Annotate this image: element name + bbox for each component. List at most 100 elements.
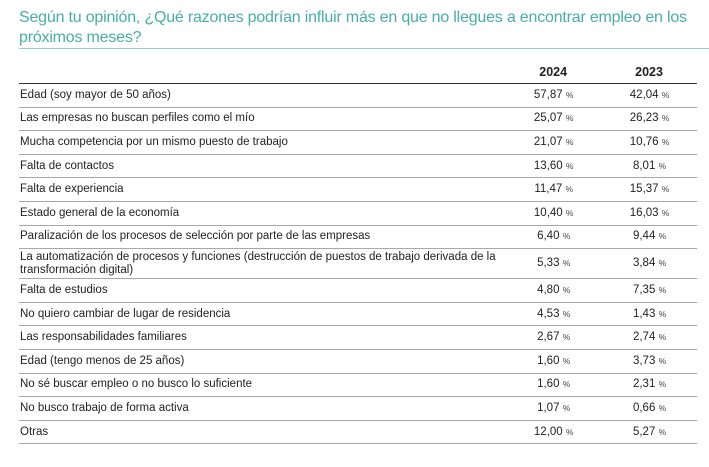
header-2023: 2023 xyxy=(601,61,697,84)
value-2024: 4,80 % xyxy=(505,278,602,303)
percent-sign: % xyxy=(658,258,667,269)
table-row: La automatización de procesos y funcione… xyxy=(19,248,697,280)
percent-sign: % xyxy=(658,160,667,171)
value-2024: 6,40 % xyxy=(505,225,602,250)
value-2024-text: 2,67 xyxy=(537,331,560,344)
value-2023-text: 8,01 xyxy=(632,159,656,172)
percent-sign: % xyxy=(565,89,574,100)
row-label-text: Estado general de la economía xyxy=(20,206,180,219)
value-2024: 1,60 % xyxy=(505,373,602,398)
table-row: Edad (soy mayor de 50 años) 57,87 % 42,04 … xyxy=(19,83,697,108)
row-label: No busco trabajo de forma activa xyxy=(19,396,506,421)
value-2024-text: 4,80 xyxy=(537,283,560,296)
value-2023: 3,73 % xyxy=(601,349,697,374)
value-2024-text: 1,07 xyxy=(537,401,560,414)
value-2024: 25,07 % xyxy=(505,107,602,132)
value-2024: 21,07 % xyxy=(505,130,602,155)
percent-sign: % xyxy=(661,113,670,124)
value-2023-text: 15,37 xyxy=(629,183,659,196)
value-2023: 5,27 % xyxy=(601,420,697,445)
value-2023: 1,43 % xyxy=(601,302,697,327)
value-2023-text: 2,74 xyxy=(632,331,656,344)
value-2024: 2,67 % xyxy=(505,325,602,350)
row-label-text: Falta de estudios xyxy=(20,283,108,296)
value-2024: 5,33 % xyxy=(505,248,602,280)
percent-sign: % xyxy=(658,308,667,319)
row-label: Estado general de la economía xyxy=(19,201,506,226)
row-label: Mucha competencia por un mismo puesto de… xyxy=(19,130,506,155)
value-2023-text: 42,04 xyxy=(629,88,659,101)
percent-sign: % xyxy=(661,89,670,100)
percent-sign: % xyxy=(565,207,574,218)
percent-sign: % xyxy=(565,136,574,147)
value-2024-text: 6,40 xyxy=(537,230,560,243)
value-2023: 0,66 % xyxy=(601,396,697,421)
value-2023: 42,04 % xyxy=(601,83,697,108)
row-label-text: Falta de contactos xyxy=(20,159,114,172)
value-2024-text: 4,53 xyxy=(537,307,560,320)
percent-sign: % xyxy=(562,231,571,242)
value-2024-text: 12,00 xyxy=(533,425,563,438)
percent-sign: % xyxy=(562,258,571,269)
value-2023-text: 2,31 xyxy=(632,378,656,391)
header-row: 2024 2023 xyxy=(19,61,697,84)
percent-sign: % xyxy=(658,355,667,366)
percent-sign: % xyxy=(562,355,571,366)
row-label: No quiero cambiar de lugar de residencia xyxy=(19,302,506,327)
percent-sign: % xyxy=(658,332,667,343)
value-2023-text: 0,66 xyxy=(632,401,656,414)
value-2024: 1,07 % xyxy=(505,396,602,421)
table-row: Las responsabilidades familiares 2,67 % 2,… xyxy=(19,325,697,350)
value-2023: 9,44 % xyxy=(601,225,697,250)
value-2023: 3,84 % xyxy=(601,248,697,280)
percent-sign: % xyxy=(562,379,571,390)
row-label-text: No quiero cambiar de lugar de residencia xyxy=(20,307,231,320)
value-2024-text: 21,07 xyxy=(533,135,563,148)
value-2024: 13,60 % xyxy=(505,154,602,179)
value-2023-text: 10,76 xyxy=(629,135,659,148)
row-label-text: Las empresas no buscan perfiles como el … xyxy=(20,112,255,125)
table-row: Mucha competencia por un mismo puesto de… xyxy=(19,130,697,155)
table-row: Falta de experiencia 11,47 % 15,37 % xyxy=(19,177,697,202)
value-2023-text: 1,43 xyxy=(632,307,656,320)
percent-sign: % xyxy=(661,184,670,195)
percent-sign: % xyxy=(562,332,571,343)
row-label: Las responsabilidades familiares xyxy=(19,325,506,350)
percent-sign: % xyxy=(562,402,571,413)
row-label: Edad (soy mayor de 50 años) xyxy=(19,83,506,108)
row-label: Otras xyxy=(19,420,506,445)
value-2023: 15,37 % xyxy=(601,177,697,202)
value-2023: 2,31 % xyxy=(601,373,697,398)
row-label-text: No sé buscar empleo o no busco lo sufici… xyxy=(20,378,253,391)
page-title: Según tu opinión, ¿Qué razones podrían i… xyxy=(19,9,687,46)
row-label-text: Otras xyxy=(20,425,49,438)
row-label-text: La automatización de procesos y funcione… xyxy=(20,250,496,276)
percent-sign: % xyxy=(661,136,670,147)
row-label-text: Edad (soy mayor de 50 años) xyxy=(20,88,171,101)
value-2024: 12,00 % xyxy=(505,420,602,445)
value-2023-text: 3,73 xyxy=(632,354,656,367)
row-label: Falta de experiencia xyxy=(19,177,506,202)
value-2023-text: 16,03 xyxy=(629,206,659,219)
value-2024: 57,87 % xyxy=(505,83,602,108)
value-2023-text: 9,44 xyxy=(632,230,656,243)
value-2024-text: 5,33 xyxy=(537,257,560,270)
row-label-text: Las responsabilidades familiares xyxy=(20,331,187,344)
row-label: No sé buscar empleo o no busco lo sufici… xyxy=(19,373,506,398)
value-2023: 8,01 % xyxy=(601,154,697,179)
value-2024: 1,60 % xyxy=(505,349,602,374)
value-2023-text: 26,23 xyxy=(629,112,659,125)
percent-sign: % xyxy=(658,379,667,390)
row-label: Las empresas no buscan perfiles como el … xyxy=(19,107,506,132)
row-label: Edad (tengo menos de 25 años) xyxy=(19,349,506,374)
title-divider xyxy=(19,48,709,49)
value-2023: 10,76 % xyxy=(601,130,697,155)
percent-sign: % xyxy=(562,308,571,319)
percent-sign: % xyxy=(661,207,670,218)
value-2023: 2,74 % xyxy=(601,325,697,350)
row-label: Paralización de los procesos de selecció… xyxy=(19,225,506,250)
percent-sign: % xyxy=(565,113,574,124)
percent-sign: % xyxy=(658,284,667,295)
value-2023-text: 5,27 xyxy=(632,425,656,438)
results-table: 2024 2023 Edad (soy mayor de 50 años) 57,… xyxy=(19,61,697,445)
